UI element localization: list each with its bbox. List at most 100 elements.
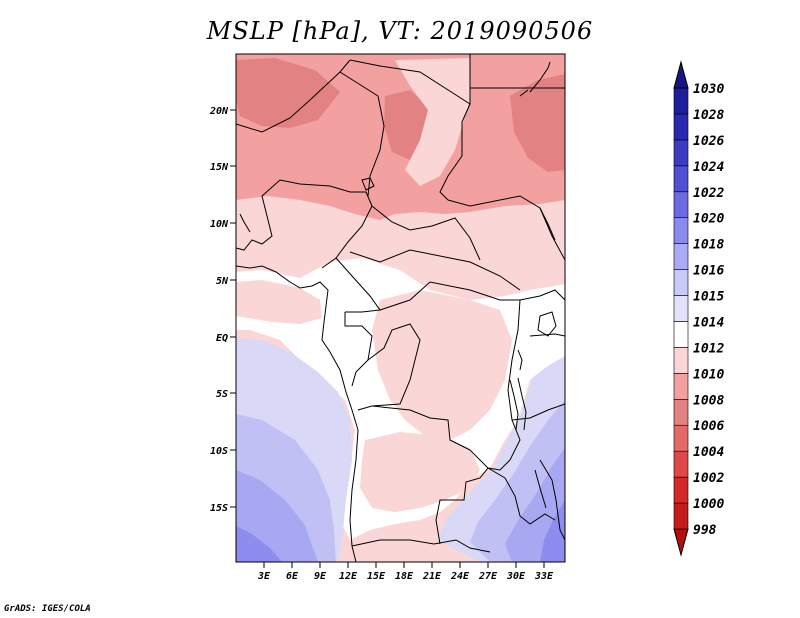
lon-label: 18E xyxy=(395,571,414,582)
colorbar-swatch xyxy=(673,269,689,296)
colorbar-swatch xyxy=(673,113,689,141)
field-1012-basin xyxy=(372,290,512,440)
border-niger-chad xyxy=(339,71,385,197)
colorbar-label: 1028 xyxy=(693,108,724,123)
field-1008-mid xyxy=(384,90,430,160)
lon-label: 24E xyxy=(450,571,470,582)
lon-label: 9E xyxy=(314,571,327,582)
lat-label: 15N xyxy=(210,162,229,173)
colorbar-swatch xyxy=(673,450,689,478)
field-1012-angola xyxy=(360,432,480,512)
lake-kivu xyxy=(517,349,523,371)
lake-tanganyika xyxy=(509,379,519,431)
lake-malawi xyxy=(534,469,547,509)
lon-label: 30E xyxy=(506,571,526,582)
border-drc-north xyxy=(379,281,520,311)
colorbar: 998 1000 1002 1004 1006 1008 1010 1012 1014 1015 1… xyxy=(673,60,724,557)
mslp-shading xyxy=(236,54,565,562)
colorbar-swatch xyxy=(673,347,689,374)
lon-label: 12E xyxy=(339,571,358,582)
colorbar-swatch xyxy=(673,243,689,270)
border-kenya xyxy=(529,333,565,337)
border-drc-west xyxy=(357,323,421,411)
border-east-africa xyxy=(519,289,565,301)
colorbar-swatch xyxy=(673,191,689,219)
lat-label: 15S xyxy=(210,503,228,514)
field-1020-sea xyxy=(236,526,282,562)
plot-frame xyxy=(235,53,566,563)
lon-labels: 3E 6E 9E 12E 15E 18E 21E 24E 27E 30E 33E xyxy=(257,571,554,582)
west-coastline xyxy=(236,265,359,562)
lake-victoria xyxy=(537,311,557,337)
colorbar-label: 1016 xyxy=(693,264,724,279)
lon-label: 27E xyxy=(478,571,498,582)
colorbar-swatch xyxy=(673,321,689,348)
colorbar-label: 1000 xyxy=(693,497,724,512)
colorbar-swatch xyxy=(673,398,689,426)
colorbar-label: 1022 xyxy=(693,186,724,201)
colorbar-swatch xyxy=(673,424,689,452)
red-sea-coast xyxy=(529,61,551,93)
lake-tanganyika-east xyxy=(517,377,527,431)
lat-label: 10S xyxy=(210,446,228,457)
border-algeria-niger xyxy=(236,59,351,133)
lon-label: 6E xyxy=(286,571,299,582)
border-drc-east xyxy=(487,299,521,471)
colorbar-swatch xyxy=(673,502,689,530)
lon-label: 21E xyxy=(422,571,442,582)
border-sudan-south xyxy=(447,195,556,241)
colorbar-label: 1024 xyxy=(693,160,724,175)
border-libya xyxy=(349,54,471,105)
field-1012-sahel xyxy=(395,58,470,186)
lon-label: 15E xyxy=(367,571,386,582)
colorbar-label: 1010 xyxy=(693,367,724,382)
colorbar-label: 998 xyxy=(693,523,717,538)
border-congo xyxy=(344,312,373,387)
lon-label: 33E xyxy=(534,571,554,582)
border-west-small-1 xyxy=(236,195,273,251)
border-tanzania xyxy=(511,403,565,421)
colorbar-label: 1008 xyxy=(693,393,724,408)
colorbar-label: 1018 xyxy=(693,238,724,253)
country-borders xyxy=(236,54,565,562)
lat-label: 5S xyxy=(216,389,228,400)
border-mozambique xyxy=(539,459,565,541)
lat-label: 5N xyxy=(216,276,229,287)
colorbar-max-arrow xyxy=(673,60,689,89)
colorbar-label: 1015 xyxy=(693,290,724,305)
colorbar-swatch xyxy=(673,165,689,193)
colorbar-label: 1030 xyxy=(693,82,724,97)
lat-labels: 20N 15N 10N 5N EQ 5S 10S 15S xyxy=(209,106,229,514)
colorbar-label: 1026 xyxy=(693,134,724,149)
field-1008-west xyxy=(236,58,340,128)
axis-ticks xyxy=(230,109,545,568)
lon-label: 3E xyxy=(257,571,271,582)
border-zambia xyxy=(487,467,556,525)
field-1012-gulf xyxy=(236,280,322,324)
colorbar-swatch xyxy=(673,217,689,244)
lat-label: 20N xyxy=(209,106,229,117)
lake-chad xyxy=(361,177,375,191)
border-car-drc xyxy=(349,249,521,291)
border-namibia xyxy=(351,539,491,553)
colorbar-swatch xyxy=(673,87,689,115)
colorbar-swatch xyxy=(673,373,689,400)
grads-credit: GrADS: IGES/COLA xyxy=(4,604,91,614)
colorbar-label: 1012 xyxy=(693,341,724,356)
colorbar-label: 1014 xyxy=(693,315,724,330)
colorbar-swatch xyxy=(673,476,689,504)
border-chad-car xyxy=(371,205,481,261)
colorbar-swatch xyxy=(673,295,689,322)
border-chad-sudan xyxy=(439,103,471,201)
nile-red-sea xyxy=(519,89,529,97)
border-cameroon xyxy=(335,257,381,313)
border-west-small-2 xyxy=(239,213,251,233)
border-nigeria xyxy=(261,179,373,269)
lat-label: 10N xyxy=(210,219,229,230)
colorbar-swatch xyxy=(673,139,689,167)
lat-label: EQ xyxy=(216,333,228,344)
colorbar-label: 1020 xyxy=(693,212,724,227)
colorbar-label: 1002 xyxy=(693,471,724,486)
map-title: MSLP [hPa], VT: 2019090506 xyxy=(206,17,594,45)
